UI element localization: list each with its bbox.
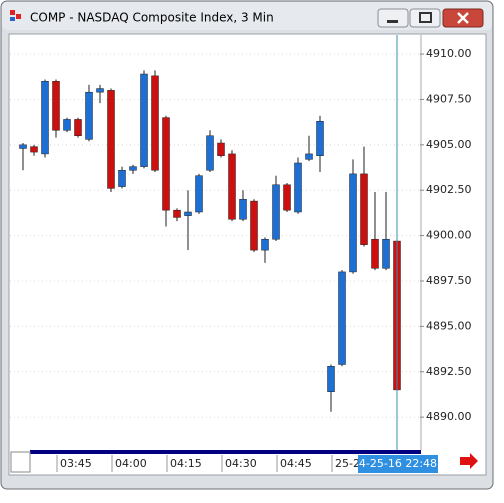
candle-body: [382, 238, 390, 269]
candle-body: [327, 366, 335, 392]
y-tick-label: 4910.00: [426, 47, 472, 60]
candle-body: [294, 162, 302, 213]
candle-body: [41, 81, 49, 155]
y-tick-label: 4902.50: [426, 183, 472, 196]
maximize-button[interactable]: [409, 8, 441, 28]
y-tick-label: 4895.00: [426, 319, 472, 332]
candle-body: [360, 173, 368, 245]
candle-body: [107, 90, 115, 189]
x-tick-label: 04:00: [115, 457, 147, 470]
y-tick-label: 4905.00: [426, 138, 472, 151]
candle-body: [63, 119, 71, 131]
candle-body: [239, 199, 247, 220]
cursor-label-box: [358, 455, 438, 473]
x-tick-label: 04:15: [170, 457, 202, 470]
candle-body: [217, 142, 225, 156]
candle-body: [74, 119, 82, 137]
candle-body: [118, 169, 126, 187]
candle-body: [52, 81, 60, 131]
candle-body: [283, 184, 291, 211]
close-button[interactable]: [442, 8, 484, 28]
x-tick-label: 25-2: [335, 457, 360, 470]
candle-body: [129, 166, 137, 171]
x-tick-label: 04:30: [225, 457, 257, 470]
plot: 4890.00 4892.50 4895.00 4897.50 4900.00 4902.…: [10, 35, 472, 473]
candle-body: [184, 211, 192, 216]
candle-body: [228, 153, 236, 220]
candle-body: [173, 209, 181, 218]
minimize-button[interactable]: [377, 8, 409, 28]
app-icon: [10, 10, 21, 21]
y-tick-label: 4892.50: [426, 365, 472, 378]
candle-body: [162, 117, 170, 211]
title-bar: [2, 2, 492, 30]
candle-body: [349, 173, 357, 273]
candle-body: [261, 238, 269, 251]
candle-body: [338, 271, 346, 365]
candle-body: [19, 144, 27, 149]
candle-body: [316, 120, 324, 156]
candle-body: [250, 200, 258, 251]
candle-body: [195, 175, 203, 213]
y-tick-label: 4900.00: [426, 229, 472, 242]
candle-body: [206, 135, 214, 171]
window-title: COMP - NASDAQ Composite Index, 3 Min: [30, 11, 274, 25]
candle-body: [272, 184, 280, 240]
candle-body: [305, 153, 313, 160]
x-tick-label: 03:45: [60, 457, 92, 470]
y-tick-label: 4907.50: [426, 92, 472, 105]
candle-body: [85, 91, 93, 140]
candle-body: [96, 88, 104, 93]
y-tick-label: 4897.50: [426, 274, 472, 287]
candle-body: [371, 238, 379, 269]
candle-body: [151, 75, 159, 171]
client-area: [8, 33, 487, 476]
x-tick-label: 04:45: [280, 457, 312, 470]
candle-body: [30, 146, 38, 153]
y-tick-label: 4890.00: [426, 410, 472, 423]
scroll-bar[interactable]: [30, 450, 421, 454]
scroll-arrow[interactable]: [460, 453, 478, 469]
cursor-label: 4-25-16 22:48: [359, 457, 437, 470]
corner-box: [10, 451, 31, 473]
candle-body: [140, 73, 148, 167]
